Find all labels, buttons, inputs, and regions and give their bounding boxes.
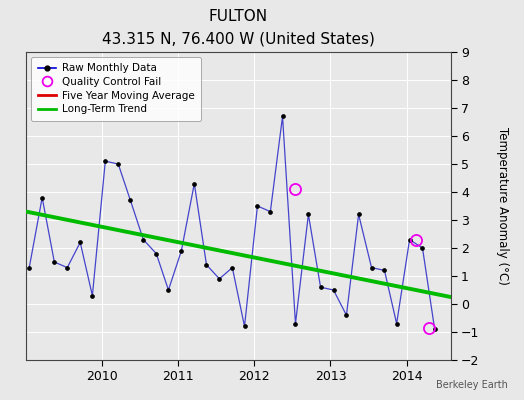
Y-axis label: Temperature Anomaly (°C): Temperature Anomaly (°C): [496, 127, 509, 285]
Legend: Raw Monthly Data, Quality Control Fail, Five Year Moving Average, Long-Term Tren: Raw Monthly Data, Quality Control Fail, …: [31, 57, 201, 121]
Title: FULTON
43.315 N, 76.400 W (United States): FULTON 43.315 N, 76.400 W (United States…: [102, 10, 375, 47]
Text: Berkeley Earth: Berkeley Earth: [436, 380, 508, 390]
